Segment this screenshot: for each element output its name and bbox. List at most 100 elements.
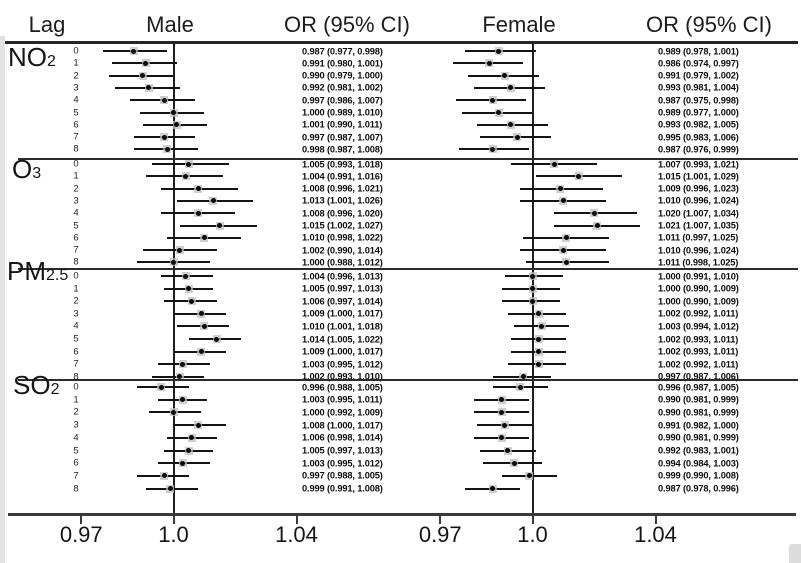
- lag-label: 4: [73, 94, 79, 106]
- point-marker: [511, 460, 517, 466]
- male-reference-line: [172, 42, 175, 513]
- or-ci-text: 1.004 (0.996, 1.013): [302, 270, 383, 281]
- or-ci-text: 1.004 (0.991, 1.016): [302, 171, 383, 182]
- lag-label: 7: [73, 358, 79, 370]
- column-header-male: Male: [146, 12, 194, 37]
- point-marker: [161, 97, 167, 103]
- lag-label: 2: [73, 69, 79, 81]
- or-ci-text: 1.008 (0.996, 1.020): [302, 208, 383, 219]
- or-ci-text: 0.998 (0.987, 1.008): [302, 144, 383, 155]
- or-ci-text: 1.010 (1.001, 1.018): [302, 321, 383, 332]
- or-ci-text: 1.000 (0.988, 1.012): [302, 257, 383, 268]
- group-label-no2: NO2: [8, 42, 56, 72]
- lag-label: 5: [73, 333, 79, 345]
- or-ci-text: 0.997 (0.987, 1.007): [302, 131, 383, 142]
- or-ci-text: 1.008 (0.996, 1.021): [302, 183, 383, 194]
- point-marker: [490, 97, 496, 103]
- lag-label: 0: [73, 381, 79, 393]
- point-marker: [536, 311, 542, 317]
- point-marker: [189, 435, 195, 441]
- point-marker: [195, 422, 201, 428]
- lag-label: 3: [73, 195, 79, 207]
- or-ci-text: 1.010 (0.998, 1.022): [302, 232, 383, 243]
- group-separator: [18, 378, 798, 381]
- x-axis-tick-label: 1.04: [634, 522, 677, 547]
- point-marker: [536, 336, 542, 342]
- point-marker: [490, 486, 496, 492]
- lag-label: 2: [73, 406, 79, 418]
- or-ci-text: 0.994 (0.984, 1.003): [658, 458, 739, 469]
- point-marker: [177, 374, 183, 380]
- or-ci-text: 0.995 (0.983, 1.006): [658, 131, 739, 142]
- point-marker: [198, 349, 204, 355]
- lag-label: 1: [73, 170, 79, 182]
- or-ci-text: 1.011 (0.997, 1.025): [658, 232, 739, 243]
- or-ci-text: 0.997 (0.988, 1.005): [302, 470, 383, 481]
- or-ci-text: 1.002 (0.992, 1.011): [658, 308, 739, 319]
- point-marker: [171, 409, 176, 415]
- or-ci-text: 0.991 (0.979, 1.002): [658, 70, 739, 81]
- column-header-female: Female: [482, 12, 556, 37]
- point-marker: [517, 384, 523, 390]
- point-marker: [131, 48, 137, 54]
- or-ci-text: 1.000 (0.990, 1.009): [658, 296, 739, 307]
- point-marker: [183, 273, 189, 279]
- point-marker: [591, 210, 597, 216]
- or-ci-text: 1.005 (0.993, 1.018): [302, 158, 383, 169]
- lag-label: 6: [73, 345, 79, 357]
- lag-label: 7: [73, 131, 79, 143]
- point-marker: [177, 247, 183, 253]
- lag-label: 0: [73, 158, 79, 170]
- lag-label: 8: [73, 256, 79, 268]
- point-marker: [171, 110, 176, 115]
- or-ci-text: 1.005 (0.997, 1.013): [302, 283, 383, 294]
- column-header-lag: Lag: [28, 12, 66, 37]
- or-ci-text: 1.013 (1.001, 1.026): [302, 195, 383, 206]
- or-ci-text: 1.015 (1.001, 1.029): [658, 171, 739, 182]
- lag-label: 4: [73, 432, 79, 444]
- lag-label: 8: [73, 371, 79, 383]
- point-marker: [499, 397, 505, 403]
- column-header-or-female: OR (95% CI): [646, 12, 772, 37]
- point-marker: [508, 85, 514, 91]
- group-separator: [18, 157, 798, 160]
- lag-label: 5: [73, 106, 79, 118]
- lag-label: 0: [73, 270, 79, 282]
- or-ci-text: 1.002 (0.993, 1.011): [658, 346, 739, 357]
- or-ci-text: 1.007 (0.993, 1.021): [658, 158, 739, 169]
- lag-label: 6: [73, 457, 79, 469]
- lag-label: 6: [73, 232, 79, 244]
- x-axis-tick: [654, 516, 657, 524]
- point-marker: [530, 286, 535, 292]
- or-ci-text: 0.991 (0.980, 1.001): [302, 58, 383, 69]
- lag-label: 8: [73, 482, 79, 494]
- point-marker: [186, 286, 192, 292]
- group-label-so2: SO2: [13, 370, 60, 400]
- group-separator: [18, 268, 798, 270]
- point-marker: [490, 146, 496, 152]
- lag-label: 1: [73, 282, 79, 294]
- or-ci-text: 1.002 (0.990, 1.014): [302, 244, 383, 255]
- point-marker: [210, 198, 216, 204]
- point-marker: [520, 374, 526, 380]
- or-ci-text: 0.990 (0.981, 0.999): [658, 407, 739, 418]
- or-ci-text: 1.005 (0.997, 1.013): [302, 445, 383, 456]
- x-axis-tick-label: 1.0: [158, 522, 189, 547]
- or-ci-text: 1.003 (0.995, 1.012): [302, 359, 383, 370]
- or-ci-text: 1.003 (0.994, 1.012): [658, 321, 739, 332]
- point-marker: [186, 448, 192, 453]
- point-marker: [167, 486, 173, 492]
- left-edge-strip: [0, 36, 5, 563]
- point-marker: [514, 134, 520, 140]
- point-marker: [576, 173, 582, 179]
- group-label-o3: O3: [12, 154, 42, 184]
- point-marker: [496, 110, 502, 115]
- lag-label: 1: [73, 57, 79, 69]
- point-marker: [526, 473, 532, 479]
- or-ci-text: 1.011 (0.998, 1.025): [658, 257, 739, 268]
- x-axis-tick: [295, 516, 298, 524]
- point-marker: [563, 259, 569, 265]
- point-marker: [214, 336, 220, 342]
- x-axis-tick-label: 0.97: [418, 522, 462, 547]
- or-ci-text: 0.996 (0.988, 1.005): [302, 381, 383, 392]
